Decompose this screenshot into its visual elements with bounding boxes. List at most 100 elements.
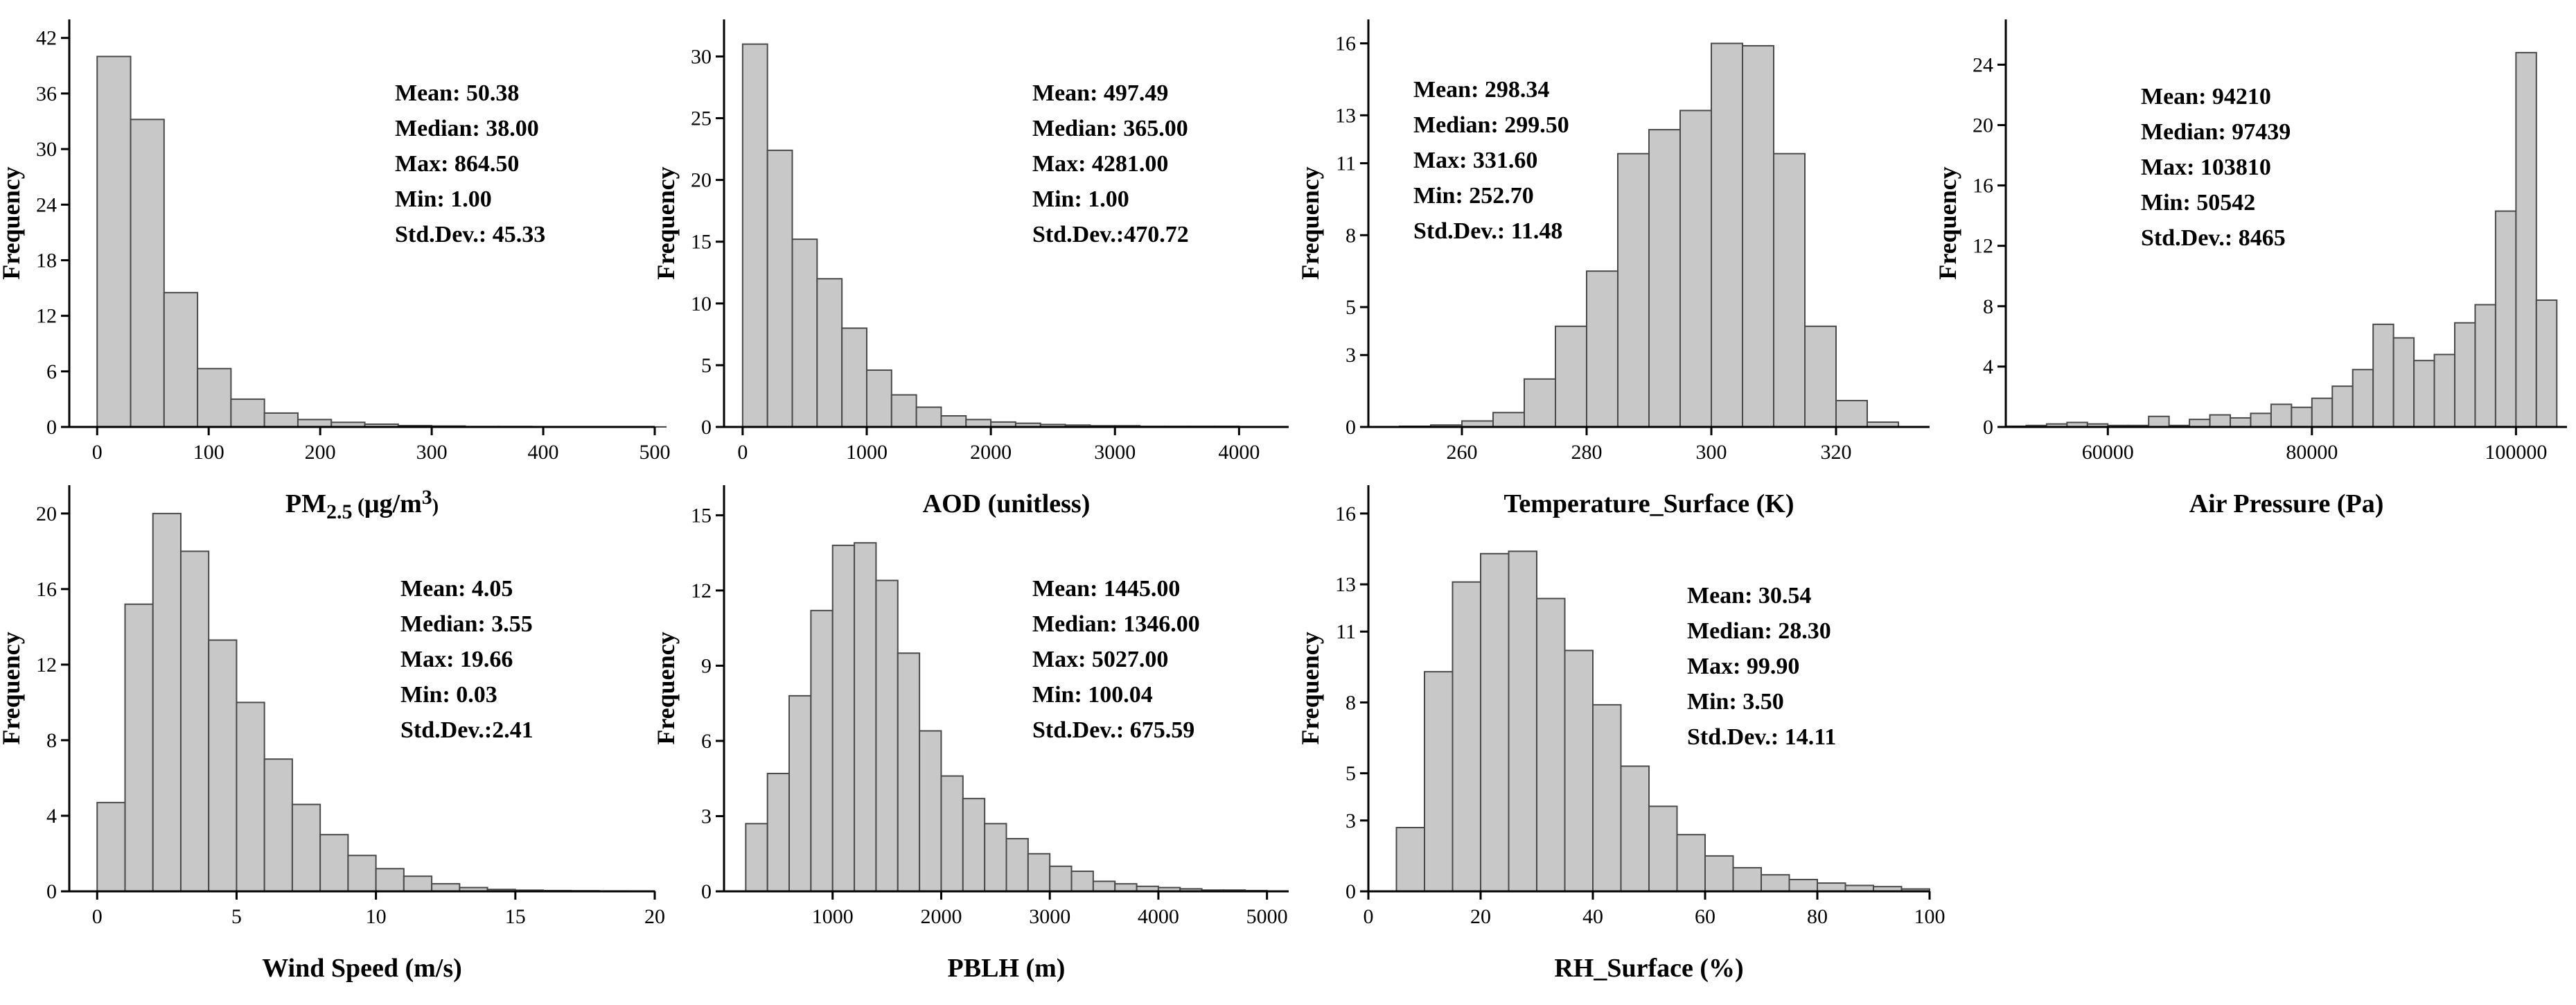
temperature-stat-line: Median: 299.50 [1413,112,1569,138]
rh-y-tick-label: 8 [1346,691,1356,714]
wind-speed-y-tick-label: 16 [36,578,57,601]
temperature-bar [1524,379,1555,427]
temperature-bar [1743,46,1774,427]
air-pressure-y-tick-label: 8 [1983,295,1993,318]
rh-y-tick-label: 3 [1346,810,1356,832]
pblh-x-tick-label: 4000 [1138,905,1179,928]
temperature-bar [1493,412,1524,427]
air-pressure-bar [2271,404,2291,427]
pblh-x-tick-label: 3000 [1029,905,1070,928]
pblh-bar [833,545,854,891]
temperature-y-tick-label: 3 [1346,344,1356,367]
pm25-bar [298,419,331,427]
temperature-bar [1711,44,1743,427]
pblh-x-axis-label: PBLH (m) [948,954,1066,983]
rh-x-tick-label: 80 [1807,905,1828,928]
air-pressure-x-tick-label: 60000 [2082,441,2134,464]
wind-speed-y-tick-label: 0 [46,880,57,903]
temperature-y-tick-label: 13 [1335,104,1356,127]
pblh-x-tick-label: 1000 [812,905,854,928]
rh-y-tick-label: 5 [1346,762,1356,785]
aod-y-tick-label: 5 [701,354,712,377]
aod-bar [867,370,892,427]
aod-bar [793,239,818,427]
temperature-bar [1555,326,1587,427]
aod-bar [941,416,966,427]
wind-speed-bar [348,855,376,891]
temperature-stat-line: Std.Dev.: 11.48 [1413,218,1562,244]
temperature-stat-line: Max: 331.60 [1413,148,1537,173]
pm25-bar [164,292,197,427]
air-pressure-x-tick-label: 80000 [2286,441,2338,464]
wind-speed-x-tick-label: 15 [505,905,526,928]
pblh-stat-line: Std.Dev.: 675.59 [1032,717,1194,743]
aod-x-tick-label: 4000 [1218,441,1260,464]
pm25-x-tick-label: 300 [416,441,448,464]
air-pressure-bar [2210,415,2230,427]
wind-speed-bar [292,805,320,891]
pblh-bar [1050,866,1071,891]
aod-y-axis-label: Frequency [652,166,680,279]
rh-bar [1621,766,1650,891]
air-pressure-y-tick-label: 4 [1983,356,1993,378]
pblh-bar [919,731,941,891]
wind-speed-y-axis-label: Frequency [0,631,25,744]
pblh-bar [1072,871,1093,891]
rh-stat-line: Std.Dev.: 14.11 [1687,724,1836,750]
aod-stat-line: Std.Dev.:470.72 [1032,222,1189,247]
temperature-y-axis-label: Frequency [1296,166,1324,279]
pm25-x-tick-label: 400 [528,441,559,464]
aod-y-tick-label: 10 [691,292,712,315]
pm25-x-tick-label: 100 [193,441,224,464]
wind-speed-x-axis-label: Wind Speed (m/s) [262,954,462,983]
pblh-bar [1028,854,1050,891]
rh-bar [1481,554,1509,891]
temperature-y-tick-label: 16 [1335,33,1356,55]
rh-bar [1761,875,1790,891]
temperature-bar [1618,154,1649,427]
pblh-stat-line: Max: 5027.00 [1032,647,1168,672]
aod-bar [917,407,942,427]
rh-bar [1790,880,1818,891]
air-pressure-bar [2189,419,2209,427]
wind-speed-x-tick-label: 0 [92,905,103,928]
wind-speed-bar [376,868,404,891]
air-pressure-bar [2291,408,2311,427]
rh-x-axis-label: RH_Surface (%) [1554,954,1743,983]
rh-bar [1705,856,1733,891]
pm25-bar [97,56,130,427]
pblh-x-tick-label: 2000 [920,905,962,928]
air-pressure-bar [2373,324,2393,427]
air-pressure-bar [2435,354,2455,427]
rh-x-tick-label: 20 [1470,905,1491,928]
temperature-y-tick-label: 8 [1346,224,1356,247]
air-pressure-bar [2149,417,2169,427]
wind-speed-bar [209,640,236,891]
pm25-x-tick-label: 200 [305,441,336,464]
wind-speed-stat-line: Median: 3.55 [400,611,533,637]
pm25-y-tick-label: 36 [36,82,57,105]
temperature-bar [1805,326,1836,427]
temperature-stat-line: Min: 252.70 [1413,183,1534,209]
rh-bar [1537,599,1565,891]
temperature-x-tick-label: 260 [1447,441,1478,464]
rh-bar [1424,672,1453,891]
pm25-stat-line: Min: 1.00 [395,186,492,212]
wind-speed-bar [97,803,125,891]
air-pressure-y-tick-label: 12 [1973,235,1993,258]
wind-speed-bar [153,514,181,891]
rh-bar [1677,834,1706,891]
aod-x-tick-label: 1000 [846,441,888,464]
pblh-bar [768,774,789,891]
aod-x-tick-label: 0 [737,441,748,464]
aod-bar [743,44,768,427]
aod-y-tick-label: 20 [691,169,712,192]
wind-speed-bar [320,834,348,891]
pblh-bar [854,543,876,891]
